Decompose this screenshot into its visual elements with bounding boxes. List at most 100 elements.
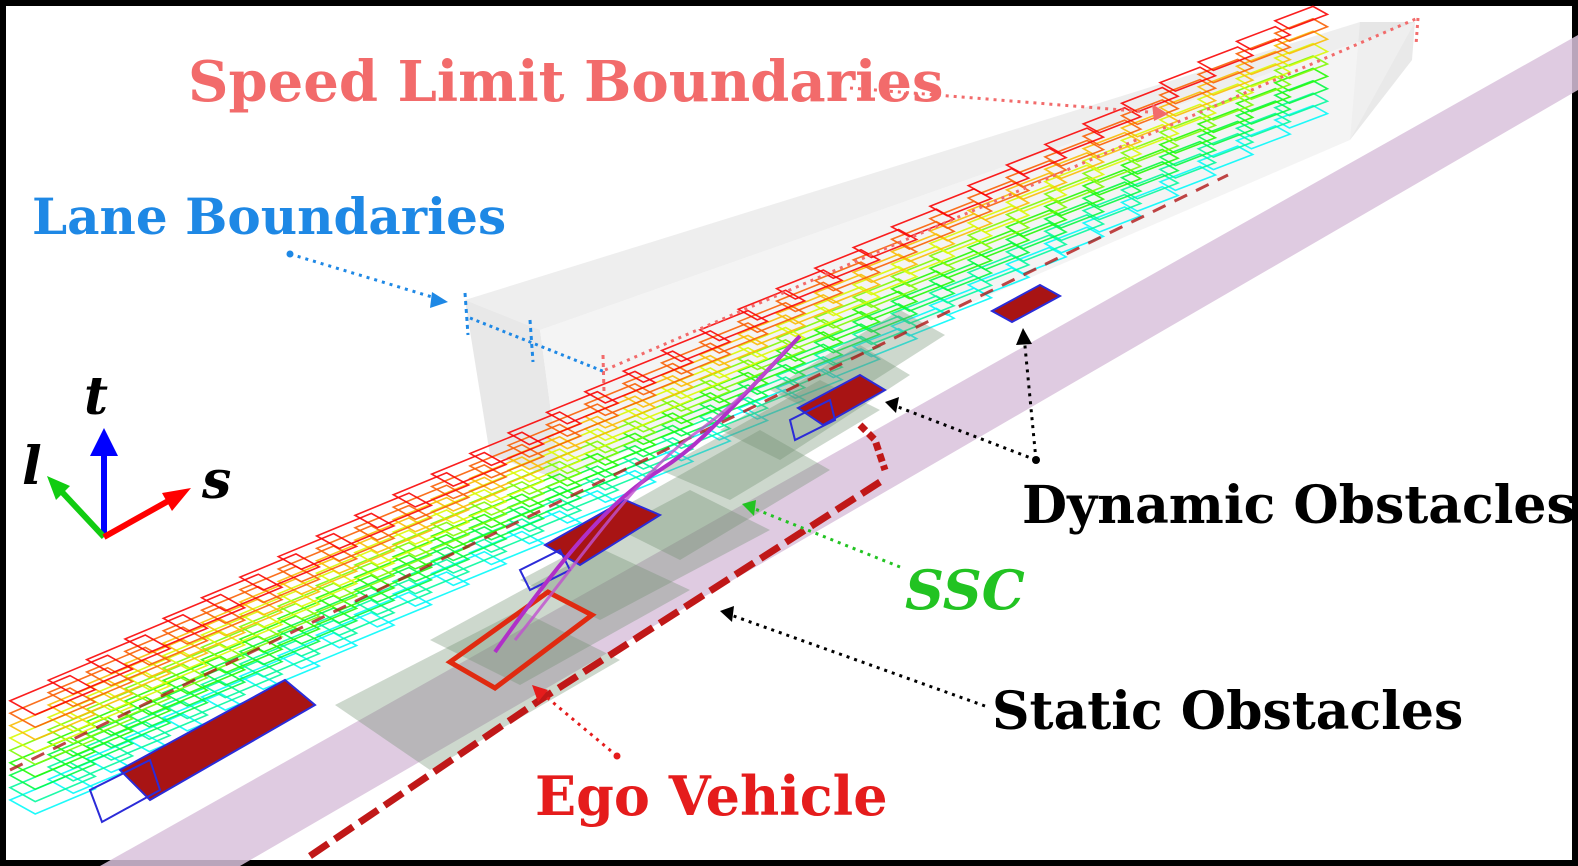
trajectory-cell [813, 348, 882, 379]
trajectory-cell [1081, 156, 1143, 184]
static-obstacles-label: Static Obstacles [992, 681, 1463, 742]
trajectory-cell [1234, 50, 1292, 76]
trajectory-cell [928, 188, 994, 217]
trajectory-cell [1158, 103, 1218, 130]
trajectory-cell [928, 200, 994, 230]
trajectory-cell [889, 220, 956, 250]
trajectory-cell [966, 192, 1031, 221]
trajectory-cell [621, 350, 695, 384]
trajectory-cell [46, 654, 135, 695]
trajectory-cell [698, 309, 770, 342]
trajectory-cell [928, 274, 994, 304]
trajectory-cell [774, 281, 844, 313]
trajectory-cell [1081, 206, 1143, 233]
trajectory-cell [84, 634, 172, 675]
trajectory-cell [1043, 226, 1106, 254]
trajectory-cell [928, 225, 994, 254]
trajectory-cell [391, 471, 471, 508]
trajectory-cell [506, 411, 583, 446]
trajectory-layers [8, 5, 1330, 815]
l-axis-arrow [47, 476, 70, 500]
trajectory-cell [1081, 181, 1143, 209]
s-axis-label: s [201, 450, 231, 511]
trajectory-cell [1158, 140, 1218, 167]
axes-gizmo [47, 428, 191, 540]
t-axis-arrow [90, 428, 118, 456]
trajectory-cell [1004, 221, 1068, 250]
trajectory-cell [966, 242, 1031, 271]
ssc-label: SSC [905, 558, 1025, 622]
trajectory-cell [774, 331, 844, 362]
dynamic-obstacle-block [989, 283, 1063, 324]
trajectory-cell [353, 492, 434, 529]
trajectory-cell [161, 593, 247, 633]
obstacle-outline [788, 398, 837, 442]
trajectory-cell [889, 295, 956, 325]
trajectory-cell [1273, 92, 1330, 117]
trajectory-cell [583, 370, 658, 404]
trajectory-cell [1234, 100, 1292, 125]
trajectory-cell [468, 431, 546, 467]
trajectory-cell [774, 355, 844, 387]
obstacle-outline [88, 758, 162, 824]
lane-boundary-marks [463, 292, 606, 393]
ego-vehicle-box [445, 589, 597, 691]
trajectory-cell [1043, 201, 1106, 229]
trajectory-cell [736, 289, 807, 321]
trajectory-cell [1158, 153, 1218, 179]
trajectory-cell [851, 302, 919, 333]
trajectory-cell [889, 257, 956, 288]
trajectory-cell [928, 250, 994, 279]
trajectory-cell [813, 310, 882, 342]
trajectory-cell [1119, 173, 1180, 200]
trajectory-cell [1158, 66, 1218, 93]
speed-limit-label: Speed Limit Boundaries [188, 49, 944, 115]
trajectory-cell [1234, 38, 1292, 63]
trajectory-cell [1273, 17, 1330, 43]
trajectory-cell [1004, 197, 1068, 225]
trajectory-cell [1234, 124, 1292, 150]
trajectory-cell [851, 278, 919, 308]
trajectory-cell [813, 273, 882, 304]
trajectory-cell [1196, 95, 1255, 121]
trajectory-cell [1273, 104, 1330, 129]
trajectory-cell [429, 451, 508, 488]
trajectory-cell [1119, 99, 1180, 126]
trajectory-cell [1004, 234, 1068, 262]
trajectory-cell [1004, 246, 1068, 275]
dynamic-obstacle-block [796, 373, 887, 427]
trajectory-cell [1158, 91, 1218, 117]
trajectory-cell [1119, 123, 1180, 151]
trajectory-cell [1081, 168, 1143, 196]
trajectory-cell [1081, 193, 1143, 221]
trajectory-cell [1119, 185, 1180, 213]
trajectory-cell [1273, 42, 1330, 67]
trajectory-cell [1043, 151, 1106, 180]
trajectory-cell [1273, 67, 1330, 92]
trajectory-cell [966, 204, 1031, 234]
static-obstacle-block [118, 678, 317, 802]
trajectory-cell [851, 228, 919, 259]
trajectory-cell [928, 287, 994, 316]
trajectory-cell [1196, 145, 1255, 171]
trajectory-cell [889, 270, 956, 300]
trajectory-cell [1043, 127, 1106, 155]
ego-vehicle-label: Ego Vehicle [535, 764, 888, 828]
l-axis-label: l [22, 436, 42, 497]
trajectory-cell [774, 368, 844, 400]
trajectory-cell [8, 687, 98, 729]
speed-limit-edge [604, 16, 1419, 372]
trajectory-cell [314, 512, 396, 550]
trajectory-cell [1043, 189, 1106, 217]
trajectory-cell [1273, 79, 1330, 105]
trajectory-cell [1043, 213, 1106, 242]
trajectory-cell [1081, 144, 1143, 171]
static-obstacle-dash [9, 173, 1229, 772]
dynamic-obstacles-label: Dynamic Obstacles [1022, 475, 1576, 536]
trajectory-cell [1196, 108, 1255, 134]
trajectory-cell [1273, 30, 1330, 55]
trajectory-cell [1119, 136, 1180, 163]
trajectory-cell [1196, 83, 1255, 109]
trajectory-cell [1273, 55, 1330, 80]
